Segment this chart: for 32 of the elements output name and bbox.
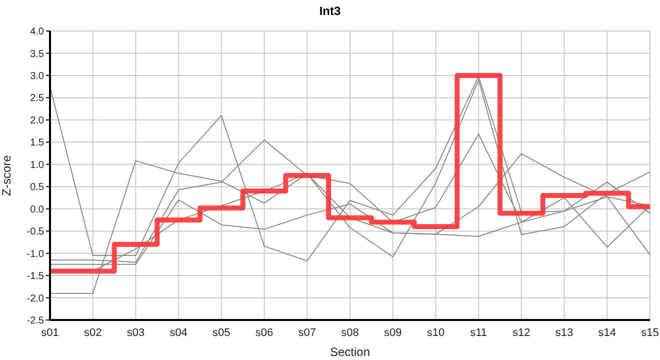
y-tick-label: 2.0	[30, 115, 44, 126]
x-axis-title: Section	[330, 345, 370, 359]
y-tick-label: 0.0	[30, 204, 44, 216]
x-tick-label: s10	[426, 326, 445, 339]
x-tick-label: s08	[341, 326, 359, 339]
y-tick-label: -2.0	[26, 293, 44, 304]
x-tick-label: s11	[470, 326, 488, 339]
y-tick-label: 3.0	[30, 71, 44, 82]
y-tick-label: -1.5	[26, 271, 44, 282]
y-tick-label: 0.5	[30, 182, 44, 194]
y-axis-title: Z-score	[0, 154, 14, 196]
y-tick-label: 3.5	[30, 48, 44, 60]
y-tick-label: 1.5	[30, 138, 44, 149]
y-tick-label: 2.5	[30, 93, 44, 104]
x-tick-label: s14	[598, 326, 616, 339]
x-tick-label: s13	[555, 326, 574, 339]
y-tick-label: 1.0	[30, 160, 44, 171]
y-tick-label: 4.0	[30, 26, 44, 38]
x-tick-label: s12	[512, 326, 530, 339]
x-tick-label: s04	[170, 326, 188, 339]
y-tick-label: -2.5	[26, 316, 44, 327]
chart-title: Int3	[318, 3, 342, 20]
x-tick-label: s05	[212, 326, 230, 339]
x-tick-label: s15	[641, 326, 659, 339]
x-tick-label: s07	[298, 326, 316, 339]
x-tick-label: s06	[255, 326, 274, 339]
x-tick-label: s09	[384, 326, 402, 339]
x-tick-label: s01	[41, 326, 59, 339]
y-tick-label: -0.5	[26, 226, 44, 238]
x-tick-label: s03	[126, 326, 145, 339]
x-tick-label: s02	[84, 326, 102, 339]
y-tick-label: -1.0	[26, 248, 44, 260]
